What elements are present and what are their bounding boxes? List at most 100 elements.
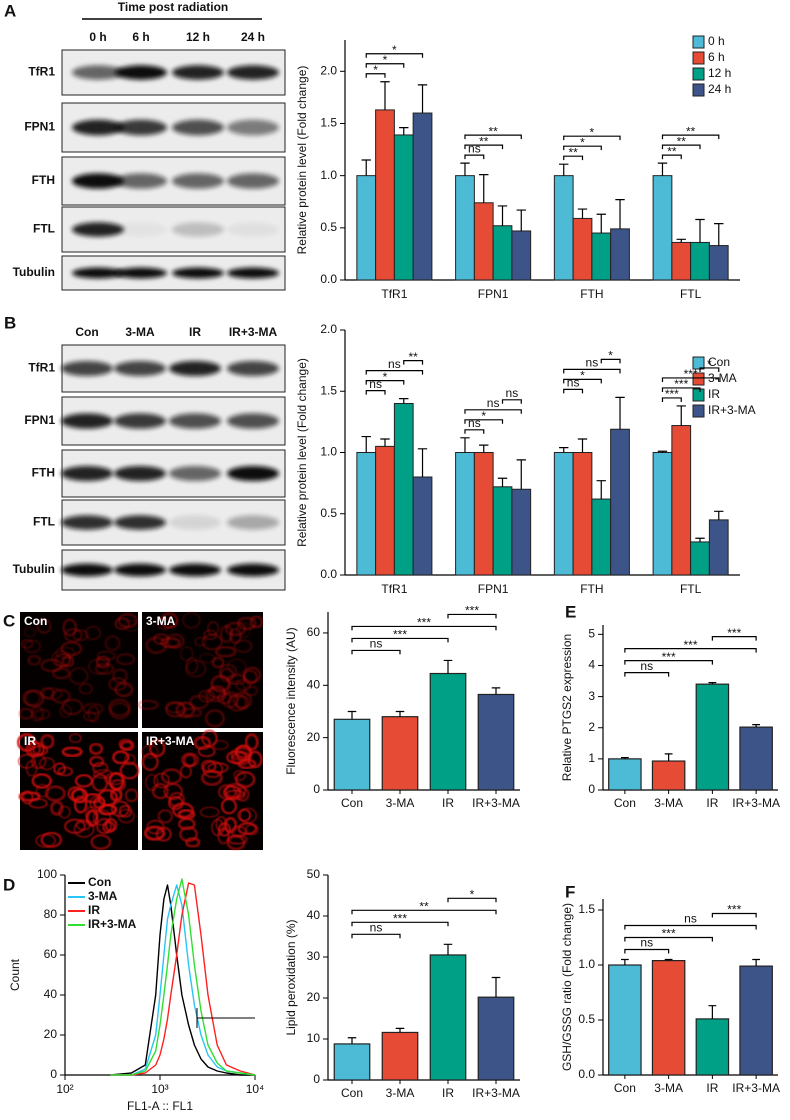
cell xyxy=(73,821,95,838)
cell xyxy=(229,627,242,644)
bar xyxy=(708,245,729,281)
x-tick-label: FTL xyxy=(680,582,702,596)
significance-bracket xyxy=(624,924,757,930)
significance-label: * xyxy=(481,409,486,423)
cell xyxy=(57,766,74,777)
bar xyxy=(652,175,673,281)
bar xyxy=(690,241,710,281)
blot-band xyxy=(227,515,279,530)
cell xyxy=(114,617,131,631)
cell xyxy=(44,785,66,802)
cell xyxy=(182,611,201,629)
y-tick-label: 80 xyxy=(44,907,58,921)
cell xyxy=(205,686,227,703)
cell xyxy=(54,653,72,668)
significance-bracket xyxy=(351,625,497,631)
cell xyxy=(179,826,198,843)
significance-bracket xyxy=(661,397,682,402)
legend-swatch xyxy=(692,51,705,65)
cell xyxy=(20,638,34,649)
blot-band xyxy=(115,65,167,80)
cell xyxy=(235,786,250,802)
cell xyxy=(219,624,234,644)
significance-label: ** xyxy=(488,124,498,138)
significance-bracket xyxy=(661,377,720,382)
cell xyxy=(35,784,49,798)
row-label: FTL xyxy=(33,515,55,529)
blot-band xyxy=(114,360,166,377)
significance-bracket xyxy=(711,912,757,918)
row-label: FPN1 xyxy=(24,413,55,427)
cell xyxy=(74,774,93,788)
blot-band xyxy=(114,515,166,530)
cell xyxy=(40,831,62,848)
cell xyxy=(151,783,169,800)
significance-bracket xyxy=(351,933,401,939)
x-tick-label: Con xyxy=(614,796,636,810)
cell xyxy=(193,735,212,751)
cell xyxy=(123,620,139,632)
bar xyxy=(375,109,395,281)
bar xyxy=(356,452,377,576)
bar xyxy=(511,230,532,281)
bar xyxy=(610,428,630,576)
histogram-line xyxy=(110,882,256,1076)
blot-band xyxy=(169,413,221,429)
legend-swatch xyxy=(692,35,705,49)
bar xyxy=(608,758,642,791)
significance-label: ** xyxy=(667,144,677,158)
blot-band xyxy=(227,360,279,377)
x-tick-label: IR xyxy=(442,1086,454,1100)
significance-bracket xyxy=(624,936,713,942)
error-bar xyxy=(714,510,724,520)
bar xyxy=(591,232,612,281)
blot-band xyxy=(172,119,224,136)
y-tick-label: 10 xyxy=(307,1031,321,1045)
significance-bracket xyxy=(600,358,621,364)
legend-label: Con xyxy=(708,355,730,369)
row-label: FPN1 xyxy=(24,120,55,134)
cell xyxy=(124,754,136,765)
cell xyxy=(63,628,83,643)
significance-label: ** xyxy=(677,134,687,148)
cell xyxy=(224,621,247,637)
significance-label: * xyxy=(590,125,595,139)
blot-band xyxy=(169,563,221,577)
cell xyxy=(33,709,51,720)
blot-band xyxy=(72,173,124,189)
cell xyxy=(108,698,131,717)
significance-label: ns xyxy=(487,396,500,410)
cell xyxy=(16,733,37,752)
legend-label: Con xyxy=(88,875,111,889)
bar xyxy=(591,498,612,576)
y-tick-label: 20 xyxy=(44,1027,58,1041)
y-tick-label: 1.5 xyxy=(320,116,337,130)
lane-label: 12 h xyxy=(186,30,210,44)
cell xyxy=(18,754,36,769)
error-bar xyxy=(479,444,489,453)
error-bar xyxy=(491,687,501,695)
y-tick-label: 0 xyxy=(588,782,595,796)
y-tick-label: 0.0 xyxy=(578,1067,595,1081)
error-bar xyxy=(596,213,606,234)
cell xyxy=(220,797,237,815)
cell xyxy=(112,668,129,684)
significance-label: ns xyxy=(567,376,580,390)
cell xyxy=(104,818,118,832)
cell xyxy=(31,773,52,789)
cell xyxy=(93,769,113,779)
histogram-line xyxy=(110,878,256,1076)
cell xyxy=(119,740,135,752)
blot-band xyxy=(169,465,221,482)
blot-band xyxy=(227,119,279,136)
cell xyxy=(218,663,238,680)
blot-band xyxy=(61,515,113,530)
significance-bracket xyxy=(365,390,386,395)
cell xyxy=(145,774,159,791)
x-tick-label: 3-MA xyxy=(654,796,683,810)
cell xyxy=(96,818,112,835)
significance-bracket xyxy=(365,380,405,385)
error-bar xyxy=(443,659,453,674)
error-bar xyxy=(676,238,686,243)
cell xyxy=(207,621,220,636)
